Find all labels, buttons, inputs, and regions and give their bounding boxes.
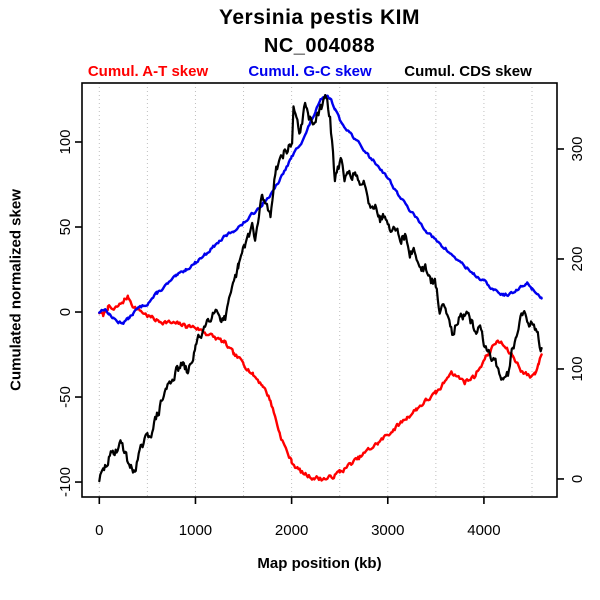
series-cumul-cds-skew [98, 93, 543, 483]
right-tick-label-200: 200 [569, 246, 586, 271]
x-axis-title: Map position (kb) [257, 555, 382, 572]
x-tick-label-2000: 2000 [275, 522, 308, 539]
chart-subtitle: NC_004088 [263, 35, 376, 57]
plot-box [81, 82, 558, 498]
left-tick-label-100: 100 [57, 129, 74, 154]
legend-at-skew-label: Cumul. A-T skew [87, 63, 209, 80]
x-tick-label-3000: 3000 [371, 522, 404, 539]
right-tick-label-300: 300 [569, 136, 586, 161]
series-cumul-g-c-skew [98, 93, 543, 325]
left-tick-label--100: -100 [57, 467, 74, 497]
right-tick-label-0: 0 [569, 475, 586, 483]
x-tick-label-0: 0 [95, 522, 103, 539]
right-tick-label-100: 100 [569, 356, 586, 381]
x-tick-label-4000: 4000 [467, 522, 500, 539]
left-tick-label-50: 50 [57, 219, 74, 236]
legend-gc-skew-label: Cumul. G-C skew [248, 63, 372, 80]
left-tick-label--50: -50 [57, 386, 74, 408]
series-cumul-a-t-skew [98, 294, 543, 482]
chart-title: Yersinia pestis KIM [219, 6, 420, 29]
x-tick-label-1000: 1000 [179, 522, 212, 539]
legend-cds-skew-label: Cumul. CDS skew [404, 63, 532, 80]
left-tick-label-0: 0 [57, 308, 74, 316]
